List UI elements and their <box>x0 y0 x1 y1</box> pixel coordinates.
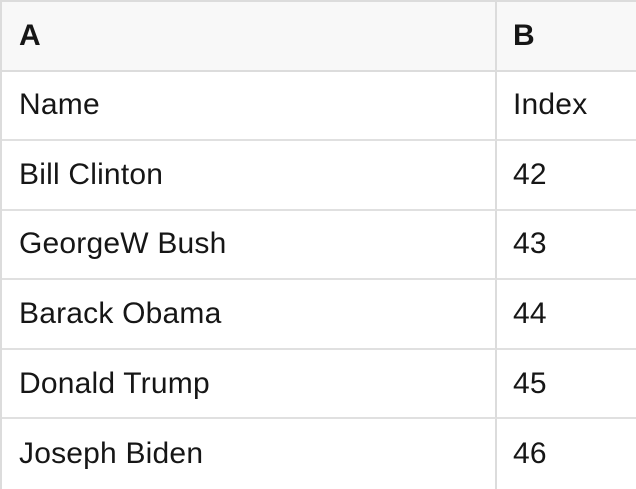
cell-a3-name[interactable]: GeorgeW Bush <box>2 210 497 281</box>
table-row: Barack Obama 44 <box>2 280 636 350</box>
cell-b1-index-label[interactable]: Index <box>497 71 636 142</box>
table-row: Name Index <box>2 71 636 142</box>
cell-b2-index[interactable]: 42 <box>497 141 636 211</box>
cell-a4-name[interactable]: Barack Obama <box>2 280 497 350</box>
cell-a1-name-label[interactable]: Name <box>2 71 497 142</box>
table-row: Joseph Biden 46 <box>2 419 636 489</box>
cell-b4-index[interactable]: 44 <box>497 280 636 350</box>
table-row: GeorgeW Bush 43 <box>2 210 636 281</box>
cell-a2-name[interactable]: Bill Clinton <box>2 141 497 211</box>
cell-b6-index[interactable]: 46 <box>497 419 636 489</box>
table-row: Donald Trump 45 <box>2 349 636 420</box>
column-header-a[interactable]: A <box>2 2 497 72</box>
column-header-row: A B <box>2 2 636 72</box>
cell-a6-name[interactable]: Joseph Biden <box>2 419 497 489</box>
cell-a5-name[interactable]: Donald Trump <box>2 349 497 420</box>
column-header-b[interactable]: B <box>497 2 636 72</box>
cell-b3-index[interactable]: 43 <box>497 210 636 281</box>
cell-b5-index[interactable]: 45 <box>497 349 636 420</box>
table-row: Bill Clinton 42 <box>2 141 636 211</box>
